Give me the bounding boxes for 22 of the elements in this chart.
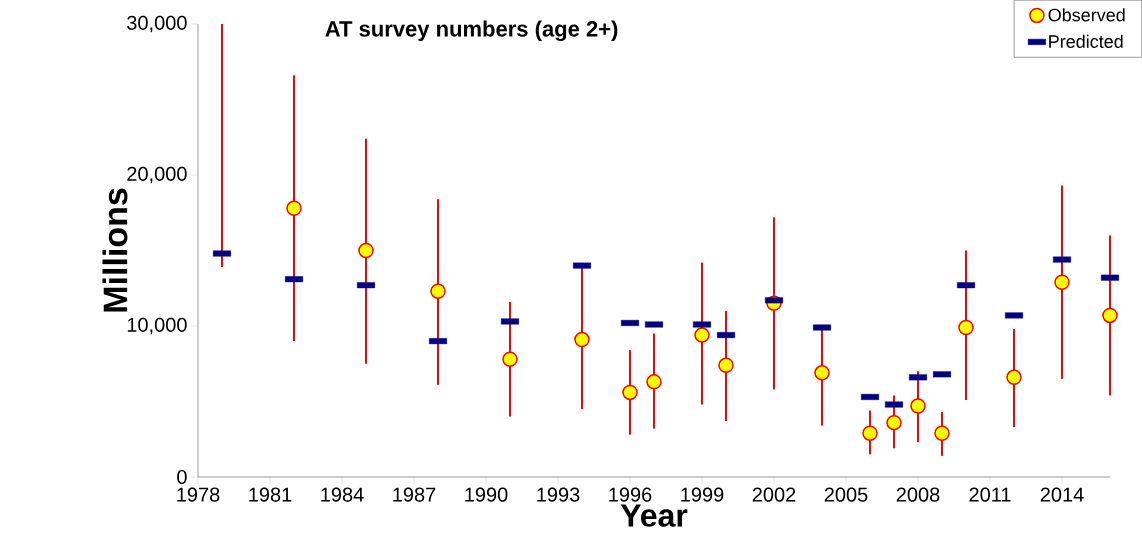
x-tick-label: 1978 xyxy=(177,487,220,502)
y-tick-label: 10,000 xyxy=(127,317,187,335)
x-tick-label: 1999 xyxy=(681,487,724,502)
x-tick-label: 2011 xyxy=(969,487,1011,502)
legend-label: Predicted xyxy=(1049,34,1123,48)
legend-label: Observed xyxy=(1048,8,1125,22)
x-tick-label: 1984 xyxy=(321,487,364,502)
x-tick-label: 2014 xyxy=(1040,487,1084,502)
y-tick-label: 30,000 xyxy=(127,15,187,33)
x-tick-label: 1993 xyxy=(537,487,580,502)
x-tick-label: 1987 xyxy=(393,487,436,502)
x-tick-label: 1981 xyxy=(249,487,292,502)
y-tick-label: 0 xyxy=(177,469,187,485)
chart-title: AT survey numbers (age 2+) xyxy=(325,20,618,42)
x-tick-label: 1996 xyxy=(609,487,652,502)
x-tick-label: 1990 xyxy=(465,487,508,502)
x-tick-label: 2002 xyxy=(752,487,796,502)
x-tick-label: 2005 xyxy=(824,487,868,502)
y-axis-title: Millions xyxy=(102,188,128,312)
x-axis-title: Year xyxy=(620,504,688,527)
y-tick-label: 20,000 xyxy=(127,166,187,184)
x-tick-label: 2008 xyxy=(896,487,940,502)
